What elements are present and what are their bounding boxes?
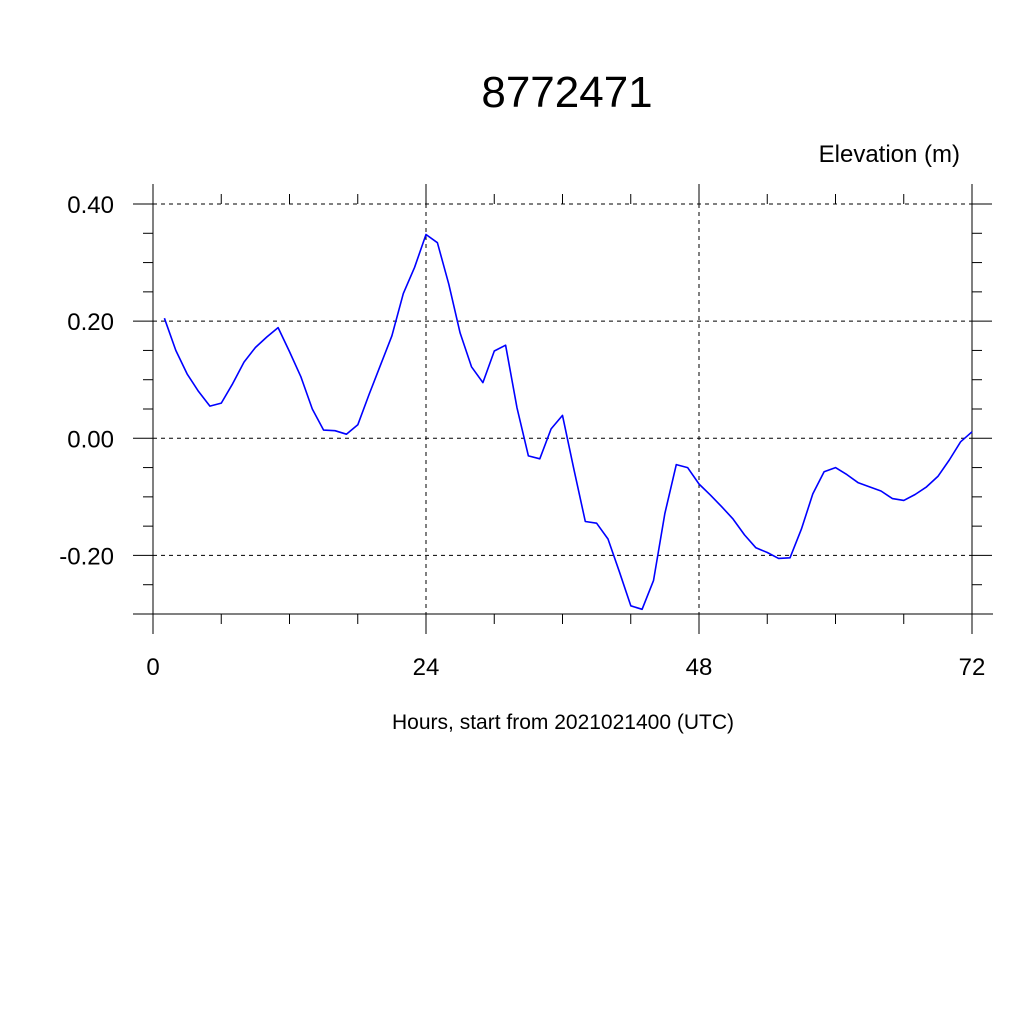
x-tick-label: 24 — [413, 654, 440, 681]
y-tick-label: 0.40 — [67, 192, 114, 219]
tick-labels: 0.40 0.20 0.00 -0.20 0 24 48 72 — [59, 192, 985, 681]
x-axis-label: Hours, start from 2021021400 (UTC) — [392, 711, 734, 734]
y-tick-label: -0.20 — [59, 543, 114, 570]
axes — [133, 184, 993, 634]
series-line — [163, 233, 973, 611]
series-layer — [163, 233, 973, 611]
y-tick-label: 0.00 — [67, 426, 114, 453]
chart-title: 8772471 — [481, 68, 652, 117]
y-tick-label: 0.20 — [67, 309, 114, 336]
x-tick-label: 48 — [686, 654, 713, 681]
x-tick-label: 72 — [959, 654, 986, 681]
grid-lines — [152, 203, 973, 614]
y-axis-unit-label: Elevation (m) — [819, 141, 960, 168]
x-tick-label: 0 — [146, 654, 159, 681]
